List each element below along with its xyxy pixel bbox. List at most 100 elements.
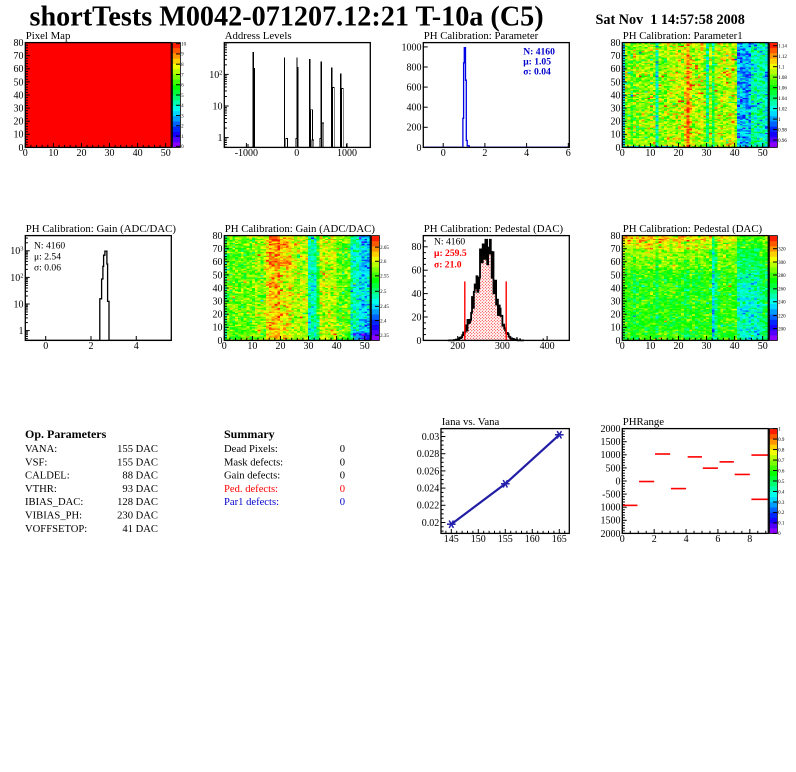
svg-text:1.04: 1.04 bbox=[778, 97, 787, 102]
svg-text:165: 165 bbox=[552, 534, 567, 545]
svg-text:20: 20 bbox=[674, 341, 684, 352]
svg-text:0: 0 bbox=[181, 145, 184, 150]
svg-text:2.35: 2.35 bbox=[380, 334, 389, 339]
svg-text:60: 60 bbox=[611, 257, 621, 268]
svg-text:88 DAC: 88 DAC bbox=[122, 471, 158, 482]
svg-text:Op. Parameters: Op. Parameters bbox=[25, 427, 107, 441]
svg-text:0.02: 0.02 bbox=[422, 518, 440, 529]
svg-text:CALDEL:: CALDEL: bbox=[25, 471, 70, 482]
svg-text:PHRange: PHRange bbox=[623, 416, 665, 428]
svg-text:μ: 2.54: μ: 2.54 bbox=[34, 252, 61, 263]
svg-text:40: 40 bbox=[133, 148, 143, 159]
svg-text:0: 0 bbox=[340, 497, 345, 508]
svg-text:PH Calibration: Gain (ADC/DAC): PH Calibration: Gain (ADC/DAC) bbox=[225, 223, 376, 235]
svg-text:Address Levels: Address Levels bbox=[225, 30, 292, 42]
svg-text:60: 60 bbox=[14, 64, 24, 75]
svg-text:1500: 1500 bbox=[601, 437, 621, 448]
svg-text:20: 20 bbox=[77, 148, 87, 159]
svg-text:30: 30 bbox=[304, 341, 314, 352]
svg-text:IBIAS_DAC:: IBIAS_DAC: bbox=[25, 497, 83, 508]
svg-text:0: 0 bbox=[616, 336, 621, 347]
svg-text:Pixel Map: Pixel Map bbox=[26, 30, 71, 42]
svg-text:40: 40 bbox=[611, 283, 621, 294]
svg-text:10: 10 bbox=[645, 341, 655, 352]
svg-text:155: 155 bbox=[498, 534, 513, 545]
svg-text:60: 60 bbox=[213, 257, 223, 268]
svg-text:0: 0 bbox=[620, 341, 625, 352]
svg-text:30: 30 bbox=[702, 148, 712, 159]
svg-text:128 DAC: 128 DAC bbox=[117, 497, 158, 508]
svg-text:80: 80 bbox=[412, 242, 422, 253]
svg-text:10: 10 bbox=[611, 323, 621, 334]
svg-text:50: 50 bbox=[360, 341, 370, 352]
svg-text:10: 10 bbox=[645, 148, 655, 159]
svg-text:6: 6 bbox=[181, 84, 184, 89]
svg-text:1000: 1000 bbox=[337, 148, 357, 159]
svg-text:9: 9 bbox=[181, 53, 184, 58]
svg-text:30: 30 bbox=[611, 297, 621, 308]
svg-text:0.022: 0.022 bbox=[417, 501, 440, 512]
svg-text:30: 30 bbox=[702, 341, 712, 352]
svg-text:0.5: 0.5 bbox=[778, 480, 785, 485]
svg-text:2000: 2000 bbox=[601, 424, 621, 435]
svg-text:0: 0 bbox=[441, 148, 446, 159]
svg-text:4: 4 bbox=[181, 104, 184, 109]
svg-text:0.024: 0.024 bbox=[417, 484, 440, 495]
svg-text:4: 4 bbox=[134, 341, 139, 352]
svg-text:N: 4160: N: 4160 bbox=[523, 47, 555, 58]
svg-text:1: 1 bbox=[778, 427, 781, 432]
svg-text:1000: 1000 bbox=[601, 503, 621, 514]
svg-text:2000: 2000 bbox=[601, 529, 621, 540]
svg-text:0.028: 0.028 bbox=[417, 449, 440, 460]
svg-text:1.12: 1.12 bbox=[778, 55, 787, 60]
svg-text:20: 20 bbox=[611, 310, 621, 321]
svg-text:30: 30 bbox=[14, 104, 24, 115]
svg-text:200: 200 bbox=[450, 341, 465, 352]
svg-text:4: 4 bbox=[684, 534, 689, 545]
svg-text:0: 0 bbox=[43, 341, 48, 352]
svg-text:50: 50 bbox=[161, 148, 171, 159]
svg-text:0: 0 bbox=[417, 336, 422, 347]
svg-text:Ped. defects:: Ped. defects: bbox=[224, 484, 278, 495]
svg-text:70: 70 bbox=[213, 244, 223, 255]
svg-text:800: 800 bbox=[407, 62, 422, 73]
svg-text:50: 50 bbox=[758, 148, 768, 159]
svg-text:30: 30 bbox=[105, 148, 115, 159]
svg-text:1.14: 1.14 bbox=[778, 45, 787, 50]
svg-text:PH Calibration: Parameter1: PH Calibration: Parameter1 bbox=[623, 30, 743, 42]
svg-text:0: 0 bbox=[417, 143, 422, 154]
svg-text:40: 40 bbox=[332, 341, 342, 352]
svg-text:1.02: 1.02 bbox=[778, 107, 787, 112]
svg-text:PH Calibration: Pedestal (DAC): PH Calibration: Pedestal (DAC) bbox=[623, 223, 763, 235]
svg-text:230 DAC: 230 DAC bbox=[117, 511, 158, 522]
svg-text:400: 400 bbox=[407, 103, 422, 114]
svg-text:0: 0 bbox=[778, 532, 781, 537]
svg-text:3: 3 bbox=[181, 114, 184, 119]
svg-text:40: 40 bbox=[412, 289, 422, 300]
svg-text:20: 20 bbox=[611, 117, 621, 128]
svg-text:VOFFSETOP:: VOFFSETOP: bbox=[25, 524, 87, 535]
svg-text:VTHR:: VTHR: bbox=[25, 484, 57, 495]
svg-text:Summary: Summary bbox=[224, 427, 275, 441]
svg-text:8: 8 bbox=[181, 63, 184, 68]
svg-text:0: 0 bbox=[620, 534, 625, 545]
svg-text:shortTests M0042-071207.12:21: shortTests M0042-071207.12:21 T-10a (C5) bbox=[30, 1, 544, 32]
svg-text:2: 2 bbox=[652, 534, 657, 545]
svg-text:0: 0 bbox=[23, 148, 28, 159]
svg-text:2: 2 bbox=[89, 341, 94, 352]
svg-text:150: 150 bbox=[471, 534, 486, 545]
svg-text:5: 5 bbox=[181, 94, 184, 99]
svg-text:320: 320 bbox=[778, 248, 786, 253]
svg-text:20: 20 bbox=[213, 310, 223, 321]
svg-text:0.03: 0.03 bbox=[422, 432, 440, 443]
svg-text:103: 103 bbox=[10, 246, 23, 258]
svg-text:0.6: 0.6 bbox=[778, 469, 785, 474]
svg-text:80: 80 bbox=[611, 231, 621, 242]
svg-text:N: 4160: N: 4160 bbox=[34, 241, 65, 252]
svg-text:60: 60 bbox=[412, 266, 422, 277]
svg-text:1000: 1000 bbox=[601, 450, 621, 461]
svg-text:2: 2 bbox=[181, 125, 184, 130]
svg-text:VIBIAS_PH:: VIBIAS_PH: bbox=[25, 511, 82, 522]
svg-text:6: 6 bbox=[566, 148, 571, 159]
svg-text:0.98: 0.98 bbox=[778, 128, 787, 133]
